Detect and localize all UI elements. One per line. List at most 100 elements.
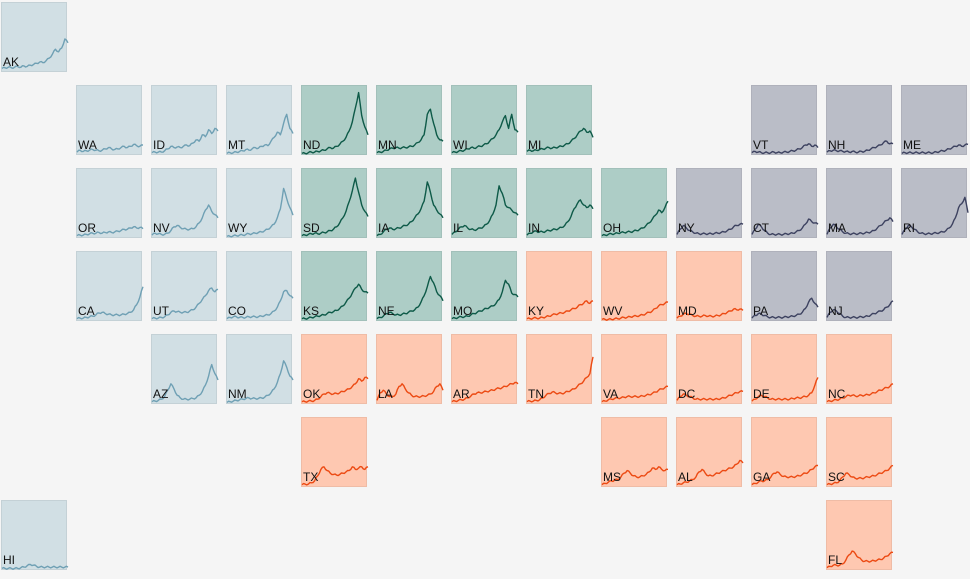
state-tile-tn[interactable]: TN bbox=[526, 334, 594, 404]
state-tile-mi[interactable]: MI bbox=[526, 85, 594, 155]
sparkline-fl bbox=[826, 550, 894, 569]
sparkline-path bbox=[76, 286, 144, 320]
sparkline-path bbox=[1, 563, 69, 570]
sparkline-de bbox=[751, 377, 819, 402]
sparkline-ga bbox=[751, 464, 819, 486]
sparkline-tx bbox=[301, 465, 369, 486]
state-tile-wy[interactable]: WY bbox=[226, 168, 294, 238]
sparkline-path bbox=[901, 143, 969, 155]
state-tile-id[interactable]: ID bbox=[151, 85, 219, 155]
sparkline-path bbox=[451, 381, 519, 403]
sparkline-path bbox=[826, 464, 894, 486]
sparkline-path bbox=[376, 108, 444, 154]
sparkline-path bbox=[451, 185, 519, 235]
state-tile-sc[interactable]: SC bbox=[826, 417, 894, 487]
state-tile-pa[interactable]: PA bbox=[751, 251, 819, 321]
state-tile-ar[interactable]: AR bbox=[451, 334, 519, 404]
sparkline-path bbox=[376, 383, 444, 401]
sparkline-path bbox=[526, 356, 594, 403]
sparkline-path bbox=[901, 196, 969, 236]
sparkline-path bbox=[301, 283, 369, 320]
state-tile-in[interactable]: IN bbox=[526, 168, 594, 238]
state-tile-nh[interactable]: NH bbox=[826, 85, 894, 155]
state-tile-ak[interactable]: AK bbox=[1, 2, 69, 72]
state-tile-wa[interactable]: WA bbox=[76, 85, 144, 155]
state-tile-or[interactable]: OR bbox=[76, 168, 144, 238]
sparkline-md bbox=[676, 307, 744, 319]
state-tile-vt[interactable]: VT bbox=[751, 85, 819, 155]
state-tile-mo[interactable]: MO bbox=[451, 251, 519, 321]
state-tile-al[interactable]: AL bbox=[676, 417, 744, 487]
sparkline-path bbox=[526, 199, 594, 236]
sparkline-wi bbox=[451, 113, 519, 154]
sparkline-oh bbox=[601, 200, 669, 237]
state-tile-mn[interactable]: MN bbox=[376, 85, 444, 155]
sparkline-path bbox=[751, 143, 819, 155]
sparkline-path bbox=[676, 459, 744, 486]
sparkline-va bbox=[601, 385, 669, 403]
state-tile-ms[interactable]: MS bbox=[601, 417, 669, 487]
state-tile-md[interactable]: MD bbox=[676, 251, 744, 321]
sparkline-ms bbox=[601, 466, 669, 486]
state-tile-az[interactable]: AZ bbox=[151, 334, 219, 404]
sparkline-nj bbox=[826, 300, 894, 319]
state-tile-me[interactable]: ME bbox=[901, 85, 969, 155]
sparkline-ri bbox=[901, 196, 969, 236]
state-tile-ut[interactable]: UT bbox=[151, 251, 219, 321]
state-tile-oh[interactable]: OH bbox=[601, 168, 669, 238]
sparkline-path bbox=[226, 360, 294, 403]
state-tile-ky[interactable]: KY bbox=[526, 251, 594, 321]
state-tile-dc[interactable]: DC bbox=[676, 334, 744, 404]
state-tile-ma[interactable]: MA bbox=[826, 168, 894, 238]
state-tile-ks[interactable]: KS bbox=[301, 251, 369, 321]
sparkline-sc bbox=[826, 464, 894, 486]
state-tile-ga[interactable]: GA bbox=[751, 417, 819, 487]
sparkline-mt bbox=[226, 113, 294, 155]
sparkline-hi bbox=[1, 563, 69, 570]
state-tile-va[interactable]: VA bbox=[601, 334, 669, 404]
state-tile-wi[interactable]: WI bbox=[451, 85, 519, 155]
sparkline-path bbox=[76, 225, 144, 237]
state-tile-il[interactable]: IL bbox=[451, 168, 519, 238]
state-tile-la[interactable]: LA bbox=[376, 334, 444, 404]
state-tile-ia[interactable]: IA bbox=[376, 168, 444, 238]
sparkline-ak bbox=[1, 38, 69, 69]
state-tile-wv[interactable]: WV bbox=[601, 251, 669, 321]
sparkline-path bbox=[676, 222, 744, 236]
sparkline-sd bbox=[301, 177, 369, 237]
sparkline-az bbox=[151, 363, 219, 403]
state-tile-ct[interactable]: CT bbox=[751, 168, 819, 238]
state-tile-nc[interactable]: NC bbox=[826, 334, 894, 404]
state-tile-sd[interactable]: SD bbox=[301, 168, 369, 238]
state-tile-nv[interactable]: NV bbox=[151, 168, 219, 238]
state-tile-ny[interactable]: NY bbox=[676, 168, 744, 238]
sparkline-ut bbox=[151, 287, 219, 320]
state-tile-nm[interactable]: NM bbox=[226, 334, 294, 404]
state-tile-co[interactable]: CO bbox=[226, 251, 294, 321]
state-tile-nd[interactable]: ND bbox=[301, 85, 369, 155]
state-tile-ri[interactable]: RI bbox=[901, 168, 969, 238]
state-tile-hi[interactable]: HI bbox=[1, 500, 69, 570]
sparkline-path bbox=[451, 279, 519, 320]
sparkline-path bbox=[301, 465, 369, 486]
sparkline-path bbox=[151, 204, 219, 236]
sparkline-co bbox=[226, 289, 294, 320]
state-tile-nj[interactable]: NJ bbox=[826, 251, 894, 321]
state-tile-ok[interactable]: OK bbox=[301, 334, 369, 404]
sparkline-path bbox=[601, 385, 669, 403]
sparkline-path bbox=[826, 383, 894, 403]
sparkline-in bbox=[526, 199, 594, 236]
sparkline-mn bbox=[376, 108, 444, 154]
state-tile-de[interactable]: DE bbox=[751, 334, 819, 404]
state-tile-mt[interactable]: MT bbox=[226, 85, 294, 155]
sparkline-path bbox=[226, 187, 294, 238]
state-tile-tx[interactable]: TX bbox=[301, 417, 369, 487]
sparkline-nh bbox=[826, 140, 894, 154]
sparkline-path bbox=[826, 300, 894, 319]
state-tile-ca[interactable]: CA bbox=[76, 251, 144, 321]
state-tile-fl[interactable]: FL bbox=[826, 500, 894, 570]
sparkline-path bbox=[301, 91, 369, 155]
sparkline-path bbox=[601, 466, 669, 486]
sparkline-path bbox=[751, 218, 819, 236]
state-tile-ne[interactable]: NE bbox=[376, 251, 444, 321]
